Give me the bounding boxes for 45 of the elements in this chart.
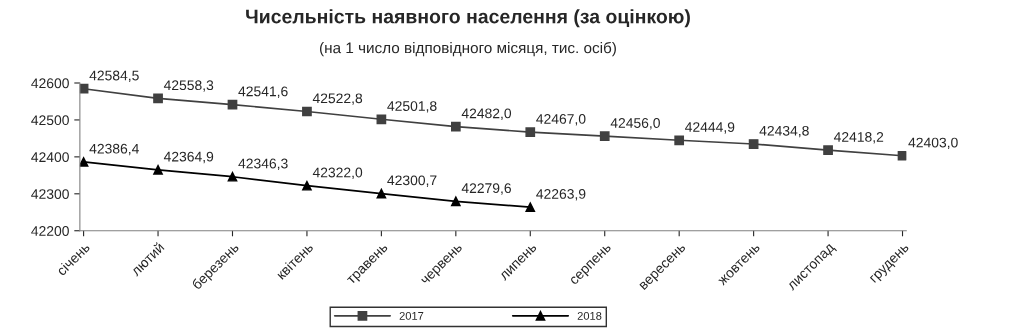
point <box>153 164 163 175</box>
data-label: 42501,8 <box>387 101 437 113</box>
data-label: 42482,0 <box>461 108 512 120</box>
y-tick-label: 42500 <box>31 115 69 126</box>
data-label: 42456,0 <box>610 118 660 130</box>
text: 2017 <box>399 311 424 320</box>
data-label: 42403,0 <box>908 137 958 150</box>
data-label: 42444,9 <box>685 122 735 134</box>
point <box>376 188 387 199</box>
point <box>823 145 833 156</box>
point <box>748 139 759 149</box>
point <box>227 171 238 182</box>
data-label: 42584,5 <box>89 70 139 83</box>
data-label: 42279,6 <box>461 183 511 195</box>
data-label: 42263,9 <box>536 189 586 201</box>
point <box>525 127 536 137</box>
y-tick-label: 42300 <box>31 189 69 199</box>
point <box>674 135 685 146</box>
data-label: 42386,4 <box>89 143 139 156</box>
data-label: 42364,9 <box>163 151 214 164</box>
point <box>79 157 89 167</box>
data-label: 42522,8 <box>312 93 363 105</box>
point <box>153 93 163 104</box>
point <box>897 150 907 161</box>
chart-title: Чисельність наявного населення (за оцінкою) <box>246 9 690 28</box>
point <box>450 196 461 207</box>
point <box>302 106 312 117</box>
y-tick-label: 42400 <box>31 152 69 163</box>
y-tick-label: 42600 <box>31 78 69 89</box>
point <box>525 202 536 213</box>
data-label: 42418,2 <box>833 132 884 144</box>
chart-subtitle: (на 1 число відповідного місяця, тис. осіб) <box>320 41 616 57</box>
data-label: 42322,0 <box>312 167 363 180</box>
data-label: 42434,8 <box>759 125 809 138</box>
point <box>450 121 461 132</box>
data-label: 42300,7 <box>387 175 437 187</box>
y-tick-label: 42200 <box>31 226 69 236</box>
point <box>302 180 312 191</box>
data-label: 42467,0 <box>536 113 586 126</box>
data-label: 42346,3 <box>238 158 288 171</box>
legend-label: 2018 <box>577 311 602 320</box>
data-label: 42558,3 <box>163 80 214 92</box>
point <box>376 114 387 125</box>
data-label: 42541,6 <box>238 86 288 98</box>
point <box>599 131 610 142</box>
